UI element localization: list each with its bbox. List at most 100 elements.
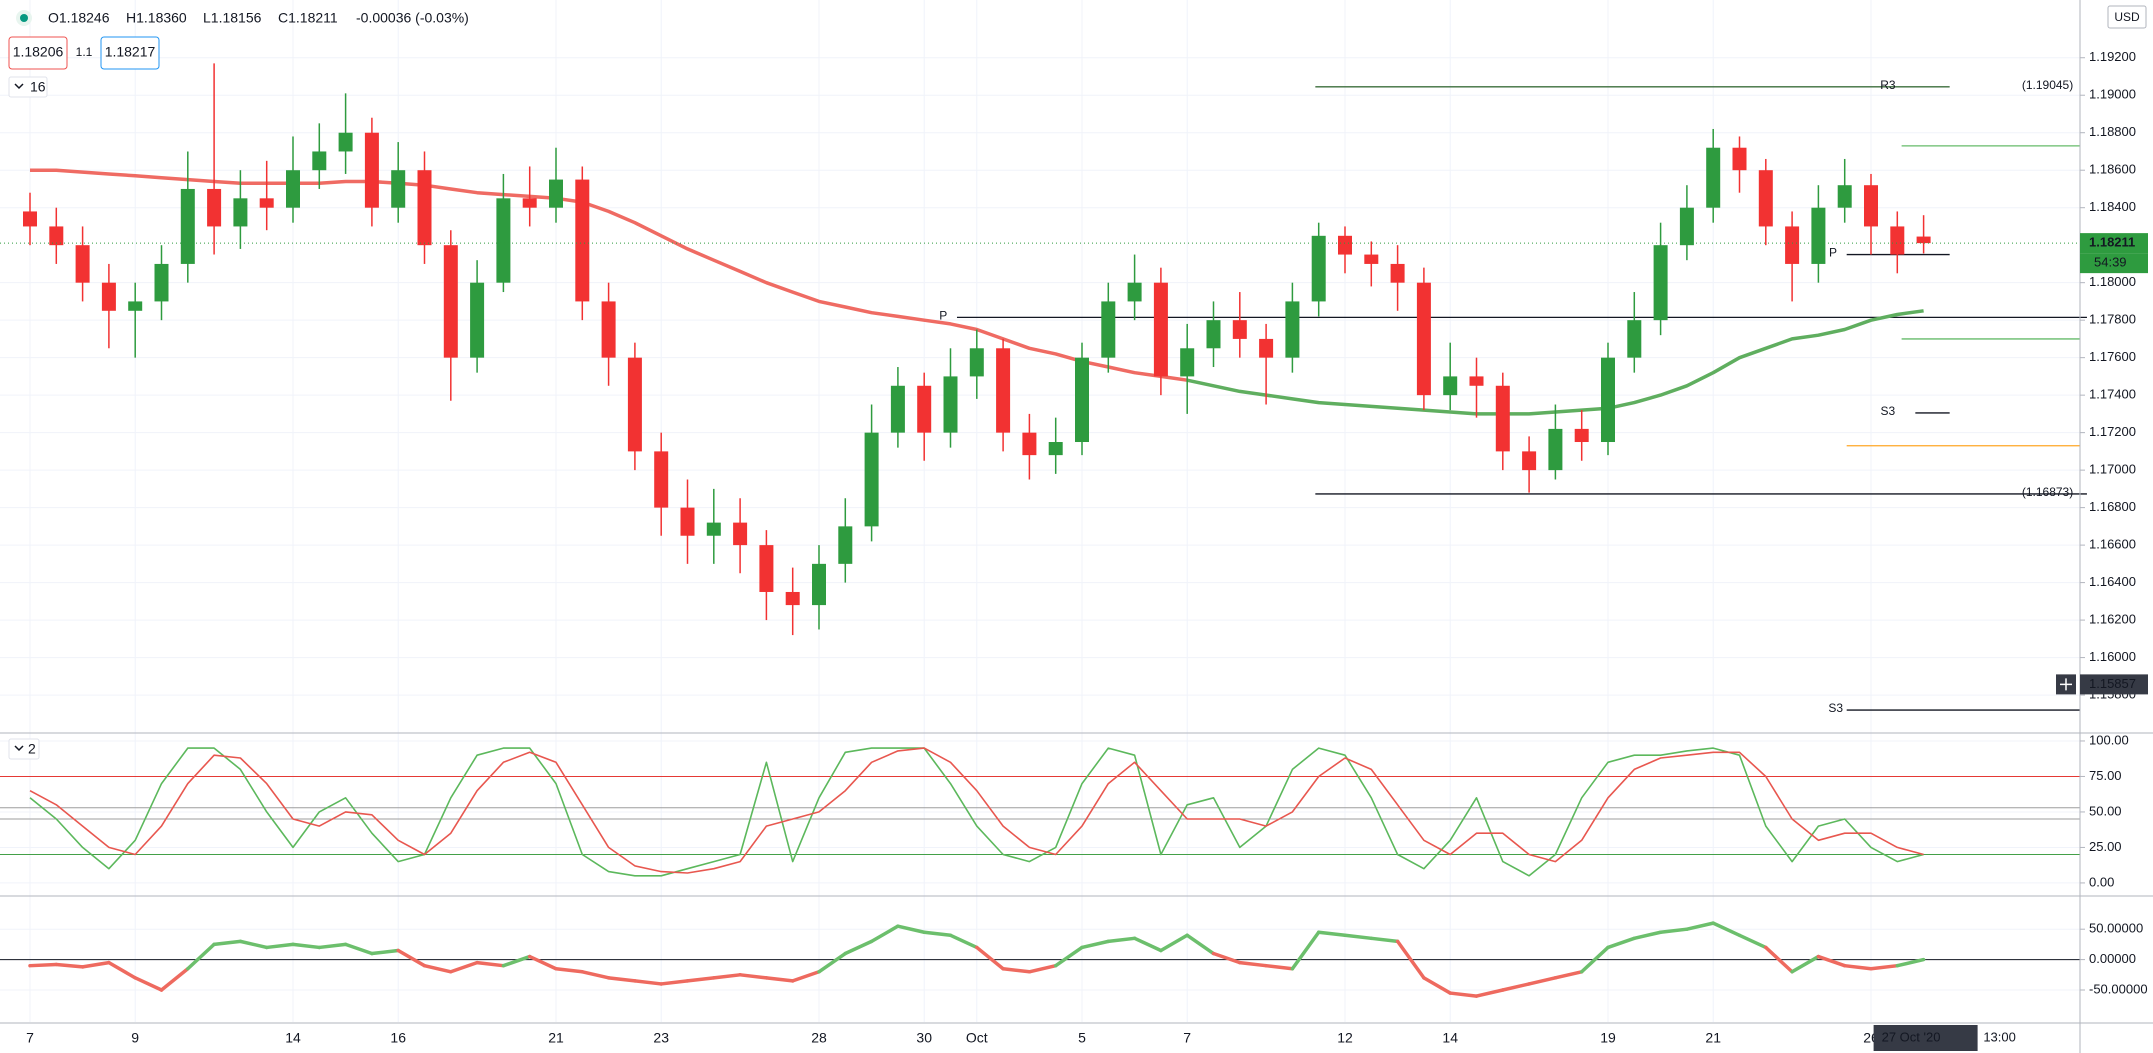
x-tick-label: 12 <box>1337 1030 1353 1046</box>
main-pane-toggle[interactable] <box>8 76 48 98</box>
candle-body <box>312 151 327 171</box>
oscillator-segment <box>1842 963 1873 971</box>
candle-body <box>1259 338 1274 358</box>
oscillator-segment <box>1816 954 1847 968</box>
y-tick-label: 1.16400 <box>2089 574 2136 589</box>
candle-body <box>1837 185 1852 208</box>
y-tick-label: 50.00000 <box>2089 921 2143 936</box>
candle-body <box>1916 236 1931 244</box>
candle-body <box>101 282 116 311</box>
candle-body <box>443 245 458 358</box>
candle-body <box>759 545 774 592</box>
candle-body <box>1390 263 1405 283</box>
y-tick-label: 1.17600 <box>2089 349 2136 364</box>
oscillator-segment <box>817 951 848 974</box>
candle-body <box>391 170 406 208</box>
oscillator-segment <box>1658 927 1689 934</box>
y-tick-label: 1.16200 <box>2089 612 2136 627</box>
y-tick-label: 1.17800 <box>2089 312 2136 327</box>
y-tick-label: 1.19200 <box>2089 49 2136 64</box>
ask-price: 1.18217 <box>105 44 156 60</box>
ohlc-close: C1.18211 <box>278 10 338 26</box>
oscillator-segment <box>1527 976 1558 986</box>
oscillator-segment <box>1264 963 1295 971</box>
candle-body <box>338 132 353 152</box>
countdown: 54:39 <box>2094 255 2127 270</box>
pivot-label: S3 <box>1828 701 1843 715</box>
candle-body <box>180 188 195 264</box>
candle-body <box>1601 357 1615 443</box>
candle-body <box>364 132 379 208</box>
candle-body <box>1522 451 1537 471</box>
x-tick-label: 5 <box>1078 1030 1086 1046</box>
oscillator-segment <box>948 933 979 950</box>
oscillator-segment <box>264 942 295 950</box>
oscillator-segment <box>370 948 400 956</box>
candle-body <box>154 263 169 302</box>
oscillator-segment <box>238 939 269 950</box>
candle-body <box>259 198 274 208</box>
y-tick-label: -50.00000 <box>2089 981 2148 996</box>
candle-body <box>1548 428 1563 471</box>
x-tick-label: 30 <box>916 1030 932 1046</box>
candle-body <box>549 179 563 208</box>
y-tick-label: 1.16800 <box>2089 499 2136 514</box>
oscillator-segment <box>475 960 506 968</box>
candle-body <box>1469 376 1484 386</box>
candle-body <box>1048 442 1063 456</box>
ask-box[interactable] <box>100 36 160 70</box>
oscillator-segment <box>1685 921 1715 931</box>
crosshair-plus-icon <box>2060 678 2072 691</box>
y-tick-label: 1.16600 <box>2089 537 2136 552</box>
candle-body <box>1285 301 1300 358</box>
oscillator-segment <box>922 930 953 938</box>
y-tick-label: 25.00 <box>2089 839 2122 854</box>
candle-body <box>1890 226 1905 255</box>
candle-body <box>1732 147 1747 171</box>
oscillator-segment <box>1869 963 1900 971</box>
candle-body <box>1022 432 1037 456</box>
y-tick-label: 75.00 <box>2089 768 2122 783</box>
oscillator-segment <box>501 954 532 968</box>
oscillator-segment <box>107 960 137 980</box>
time-badge <box>1873 1025 1978 1051</box>
indicator-line <box>29 747 1924 877</box>
oscillator-segment <box>764 976 795 983</box>
candle-body <box>996 348 1011 433</box>
oscillator-segment <box>317 942 348 950</box>
oscillator-segment <box>1106 936 1137 944</box>
y-tick-label: 1.18800 <box>2089 124 2136 139</box>
oscillator-segment <box>343 942 374 956</box>
last-price: 1.18211 <box>2089 235 2135 250</box>
oscillator-segment <box>396 948 427 968</box>
candle-body <box>1443 376 1458 396</box>
main-pane-tag: 16 <box>30 79 46 95</box>
candle-body <box>1627 320 1642 358</box>
y-tick-label: 1.17400 <box>2089 387 2136 402</box>
candle-body <box>233 198 248 227</box>
candle-body <box>49 226 64 246</box>
time-clock: 13:00 <box>1983 1029 2016 1044</box>
oscillator-segment <box>659 979 690 986</box>
oscillator-segment <box>1422 976 1452 995</box>
status-dot <box>20 14 28 22</box>
pivot-label: P <box>939 309 947 323</box>
oscillator-segment <box>790 970 821 983</box>
x-tick-label: 21 <box>548 1030 564 1046</box>
candle-body <box>128 301 143 311</box>
oscillator-segment <box>843 939 874 956</box>
currency-button[interactable] <box>2107 5 2147 29</box>
candle-body <box>1574 428 1589 443</box>
oscillator-segment <box>1711 921 1742 938</box>
oscillator-segment <box>1790 954 1821 974</box>
osc-pane-toggle[interactable] <box>8 738 40 760</box>
oscillator-segment <box>1553 970 1584 980</box>
candle-body <box>627 357 642 452</box>
candle-body <box>1364 254 1379 264</box>
oscillator-segment <box>1764 945 1794 974</box>
oscillator-segment <box>1290 930 1321 971</box>
chevron <box>14 745 24 752</box>
bid-box[interactable] <box>8 36 68 70</box>
